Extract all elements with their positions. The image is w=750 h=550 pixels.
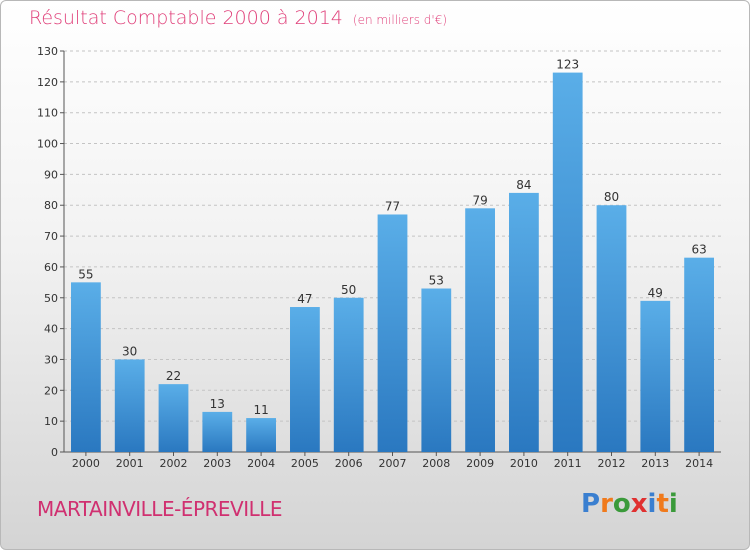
value-label-2002: 22 (166, 369, 181, 383)
value-label-2009: 79 (472, 193, 487, 207)
value-label-2008: 53 (429, 274, 444, 288)
bar-2014 (684, 257, 714, 452)
y-tick-label: 100 (37, 138, 58, 151)
y-tick-label: 110 (37, 107, 58, 120)
x-tick-label-2008: 2008 (422, 457, 450, 470)
y-tick-label: 20 (44, 384, 58, 397)
logo-letter: t (656, 489, 669, 519)
logo-letter: i (647, 489, 657, 519)
bar-2007 (377, 214, 408, 452)
bar-2012 (596, 205, 627, 452)
y-tick-label: 60 (44, 261, 58, 274)
bar-2008 (421, 288, 452, 452)
logo-letter: P (581, 489, 601, 519)
y-tick-label: 80 (44, 199, 58, 212)
x-tick-label-2004: 2004 (247, 457, 275, 470)
value-labels: 55 30 22 13 11 47 50 77 53 79 84 123 80 49 63 (78, 58, 706, 417)
y-tick-labels: 0 10 20 30 40 50 60 70 80 90 100 110 120 130 (37, 45, 58, 459)
y-tick-label: 70 (44, 230, 58, 243)
bars (71, 72, 714, 452)
chart-title: Résultat Comptable 2000 à 2014 (en millie… (29, 7, 447, 29)
bar-2000 (71, 282, 101, 452)
x-tick-label-2002: 2002 (160, 457, 188, 470)
value-label-2006: 50 (341, 283, 356, 297)
x-tick-label-2003: 2003 (203, 457, 231, 470)
bar-2011 (552, 72, 583, 452)
value-label-2001: 30 (122, 344, 137, 358)
bar-2005 (290, 307, 320, 452)
y-tick-label: 30 (44, 353, 58, 366)
value-label-2010: 84 (516, 178, 531, 192)
bar-chart: 0 10 20 30 40 50 60 70 80 90 100 110 120 130 55 30 22 13… (37, 45, 721, 470)
value-label-2014: 63 (691, 243, 706, 257)
y-tick-label: 130 (37, 45, 58, 58)
value-label-2005: 47 (297, 292, 312, 306)
bar-2009 (465, 208, 495, 452)
bar-2013 (640, 300, 671, 452)
x-tick-label-2009: 2009 (466, 457, 494, 470)
commune-name: MARTAINVILLE-ÉPREVILLE (37, 497, 283, 521)
x-tick-label-2005: 2005 (291, 457, 319, 470)
x-tick-label-2011: 2011 (554, 457, 582, 470)
x-tick-label-2001: 2001 (116, 457, 144, 470)
x-tick-label-2010: 2010 (510, 457, 538, 470)
y-tick-label: 50 (44, 292, 58, 305)
y-tick-label: 0 (51, 446, 58, 459)
bar-2006 (333, 297, 364, 452)
x-tick-label-2006: 2006 (335, 457, 363, 470)
x-tick-label-2000: 2000 (72, 457, 100, 470)
title-text: Résultat Comptable 2000 à 2014 (29, 7, 343, 29)
value-label-2013: 49 (648, 286, 663, 300)
bar-2003 (202, 411, 233, 452)
proxiti-logo: Proxiti (581, 489, 678, 519)
bar-2004 (246, 418, 276, 452)
logo-letter: i (668, 489, 678, 519)
value-label-2007: 77 (385, 199, 400, 213)
y-tick-label: 40 (44, 323, 58, 336)
y-tick-label: 10 (44, 415, 58, 428)
bar-2010 (509, 192, 539, 452)
bar-2001 (114, 359, 145, 452)
x-tick-labels: 2000 2001 2002 2003 2004 2005 2006 2007 2008 2009… (72, 457, 713, 470)
bar-2002 (158, 384, 189, 452)
title-unit: (en milliers d'€) (352, 13, 448, 27)
y-tick-label: 90 (44, 168, 58, 181)
y-tick-label: 120 (37, 76, 58, 89)
value-label-2004: 11 (253, 403, 268, 417)
x-tick-label-2014: 2014 (685, 457, 713, 470)
value-label-2003: 13 (210, 397, 225, 411)
x-tick-label-2013: 2013 (641, 457, 669, 470)
logo-letter: o (612, 489, 631, 519)
value-label-2011: 123 (556, 58, 579, 72)
x-tick-label-2007: 2007 (379, 457, 407, 470)
value-label-2012: 80 (604, 190, 619, 204)
logo-letter: r (600, 489, 613, 519)
x-tick-label-2012: 2012 (598, 457, 626, 470)
value-label-2000: 55 (78, 267, 93, 281)
logo-letter: x (630, 489, 648, 519)
